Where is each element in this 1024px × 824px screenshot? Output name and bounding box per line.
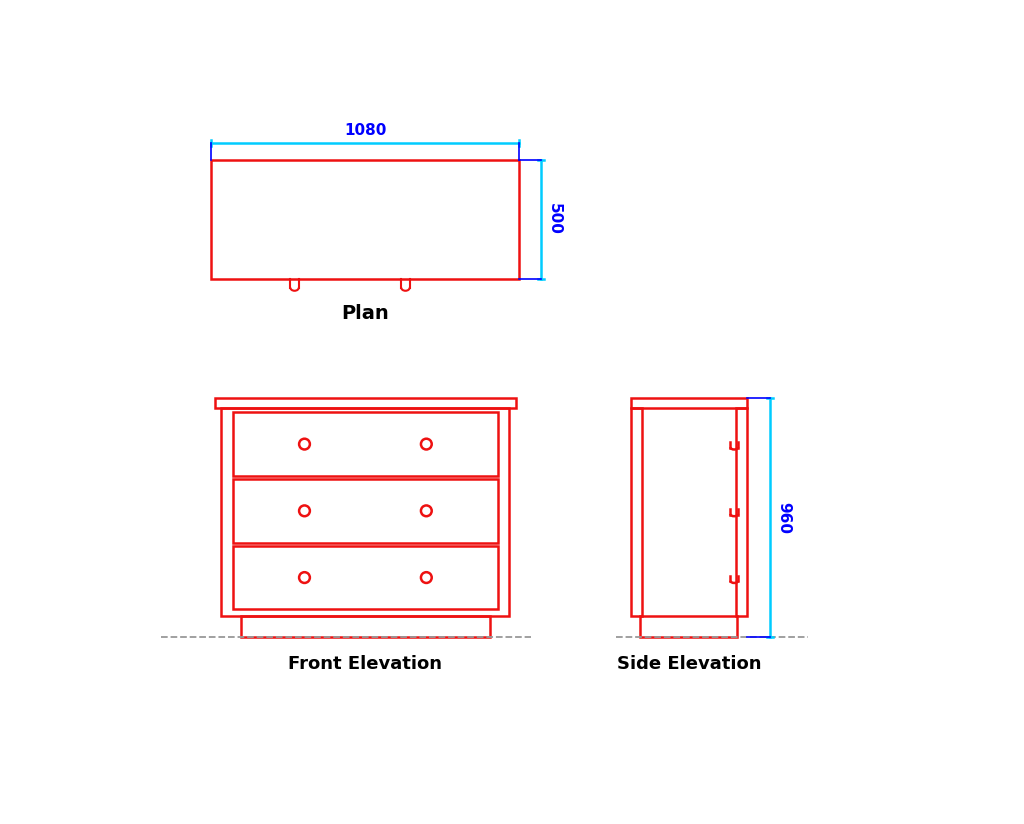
- Bar: [631, 399, 746, 408]
- Bar: [233, 479, 498, 543]
- Bar: [736, 408, 746, 616]
- Bar: [233, 412, 498, 476]
- Text: 500: 500: [547, 204, 561, 236]
- Text: Front Elevation: Front Elevation: [289, 655, 442, 673]
- Bar: [211, 160, 519, 279]
- Bar: [221, 408, 509, 616]
- Bar: [241, 616, 490, 637]
- Bar: [640, 616, 737, 637]
- Bar: [631, 408, 642, 616]
- Text: Plan: Plan: [342, 304, 389, 323]
- Bar: [233, 545, 498, 610]
- Text: Side Elevation: Side Elevation: [616, 655, 761, 673]
- Text: 1080: 1080: [344, 123, 387, 138]
- Bar: [215, 399, 515, 408]
- Text: 960: 960: [776, 502, 791, 534]
